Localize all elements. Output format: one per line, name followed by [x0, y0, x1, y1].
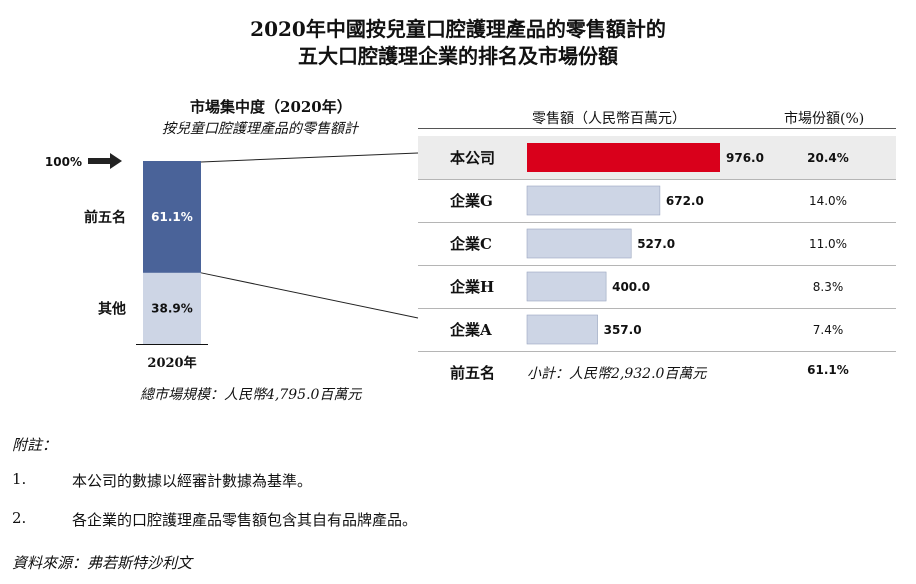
company-name-label: 企業A: [449, 321, 492, 339]
company-bar: [526, 228, 632, 259]
company-bar: [527, 143, 720, 172]
note-2-text: 各企業的口腔護理產品零售額包含其自有品牌產品。: [72, 511, 418, 529]
company-share-label: 7.4%: [813, 323, 844, 337]
company-bar: [526, 271, 607, 302]
company-bar-value-label: 400.0: [612, 280, 650, 294]
company-share-label: 8.3%: [813, 280, 844, 294]
stacked-bar-segment-label: 前五名: [84, 209, 126, 226]
sales-column-header: 零售額（人民幣百萬元）: [532, 111, 686, 127]
company-share-label: 20.4%: [807, 151, 849, 165]
stacked-bar-value-label: 61.1%: [151, 210, 193, 224]
stacked-bar-segment: [143, 272, 201, 344]
left-panel-subtitle: 按兒童口腔護理產品的零售額計: [162, 121, 358, 137]
left-panel-title: 市場集中度（2020年）: [190, 98, 352, 116]
share-column-header: 市場份額(%): [784, 111, 865, 127]
stacked-bar-value-label: 38.9%: [151, 301, 193, 315]
total-row-share: 61.1%: [807, 363, 849, 377]
market-share-chart: 38.9% 其他 61.1% 前五名 2020年 100% 本公司 976.0 20.4% 企業…: [45, 128, 896, 371]
market-size-footnote: 總市場規模：人民幣4,795.0百萬元: [140, 387, 362, 403]
company-bar-value-label: 527.0: [637, 237, 675, 251]
connector-line-top: [200, 152, 419, 163]
connector-line-bottom: [200, 272, 419, 319]
note-1-number: 1.: [12, 470, 27, 488]
company-name-label: 企業G: [449, 192, 493, 210]
chart-title-line1: 2020年中國按兒童口腔護理產品的零售額計的: [250, 17, 666, 41]
company-name-label: 本公司: [450, 149, 495, 167]
company-share-label: 14.0%: [809, 194, 847, 208]
chart-title-line2: 五大口腔護理企業的排名及市場份額: [298, 44, 618, 68]
source-note: 資料來源：弗若斯特沙利文: [12, 554, 193, 572]
company-bar-value-label: 976.0: [726, 151, 764, 165]
hundred-percent-label: 100%: [45, 155, 82, 169]
stacked-bar-segment: [143, 161, 201, 273]
total-row-label: 前五名: [450, 364, 496, 382]
company-share-label: 11.0%: [809, 237, 847, 251]
company-bar-value-label: 357.0: [604, 323, 642, 337]
stacked-bar-segment-label: 其他: [98, 300, 126, 317]
note-1-text: 本公司的數據以經審計數據為基準。: [72, 472, 313, 490]
total-row-subtotal: 小計：人民幣2,932.0百萬元: [527, 366, 707, 382]
company-name-label: 企業H: [449, 278, 494, 296]
arrow-right-icon: [88, 153, 122, 169]
company-bar-value-label: 672.0: [666, 194, 704, 208]
x-axis-category-label: 2020年: [147, 355, 196, 371]
company-bar: [526, 185, 661, 216]
company-bar: [526, 314, 598, 345]
note-2-number: 2.: [12, 509, 27, 527]
company-name-label: 企業C: [449, 235, 492, 253]
notes-heading: 附註：: [12, 436, 58, 454]
